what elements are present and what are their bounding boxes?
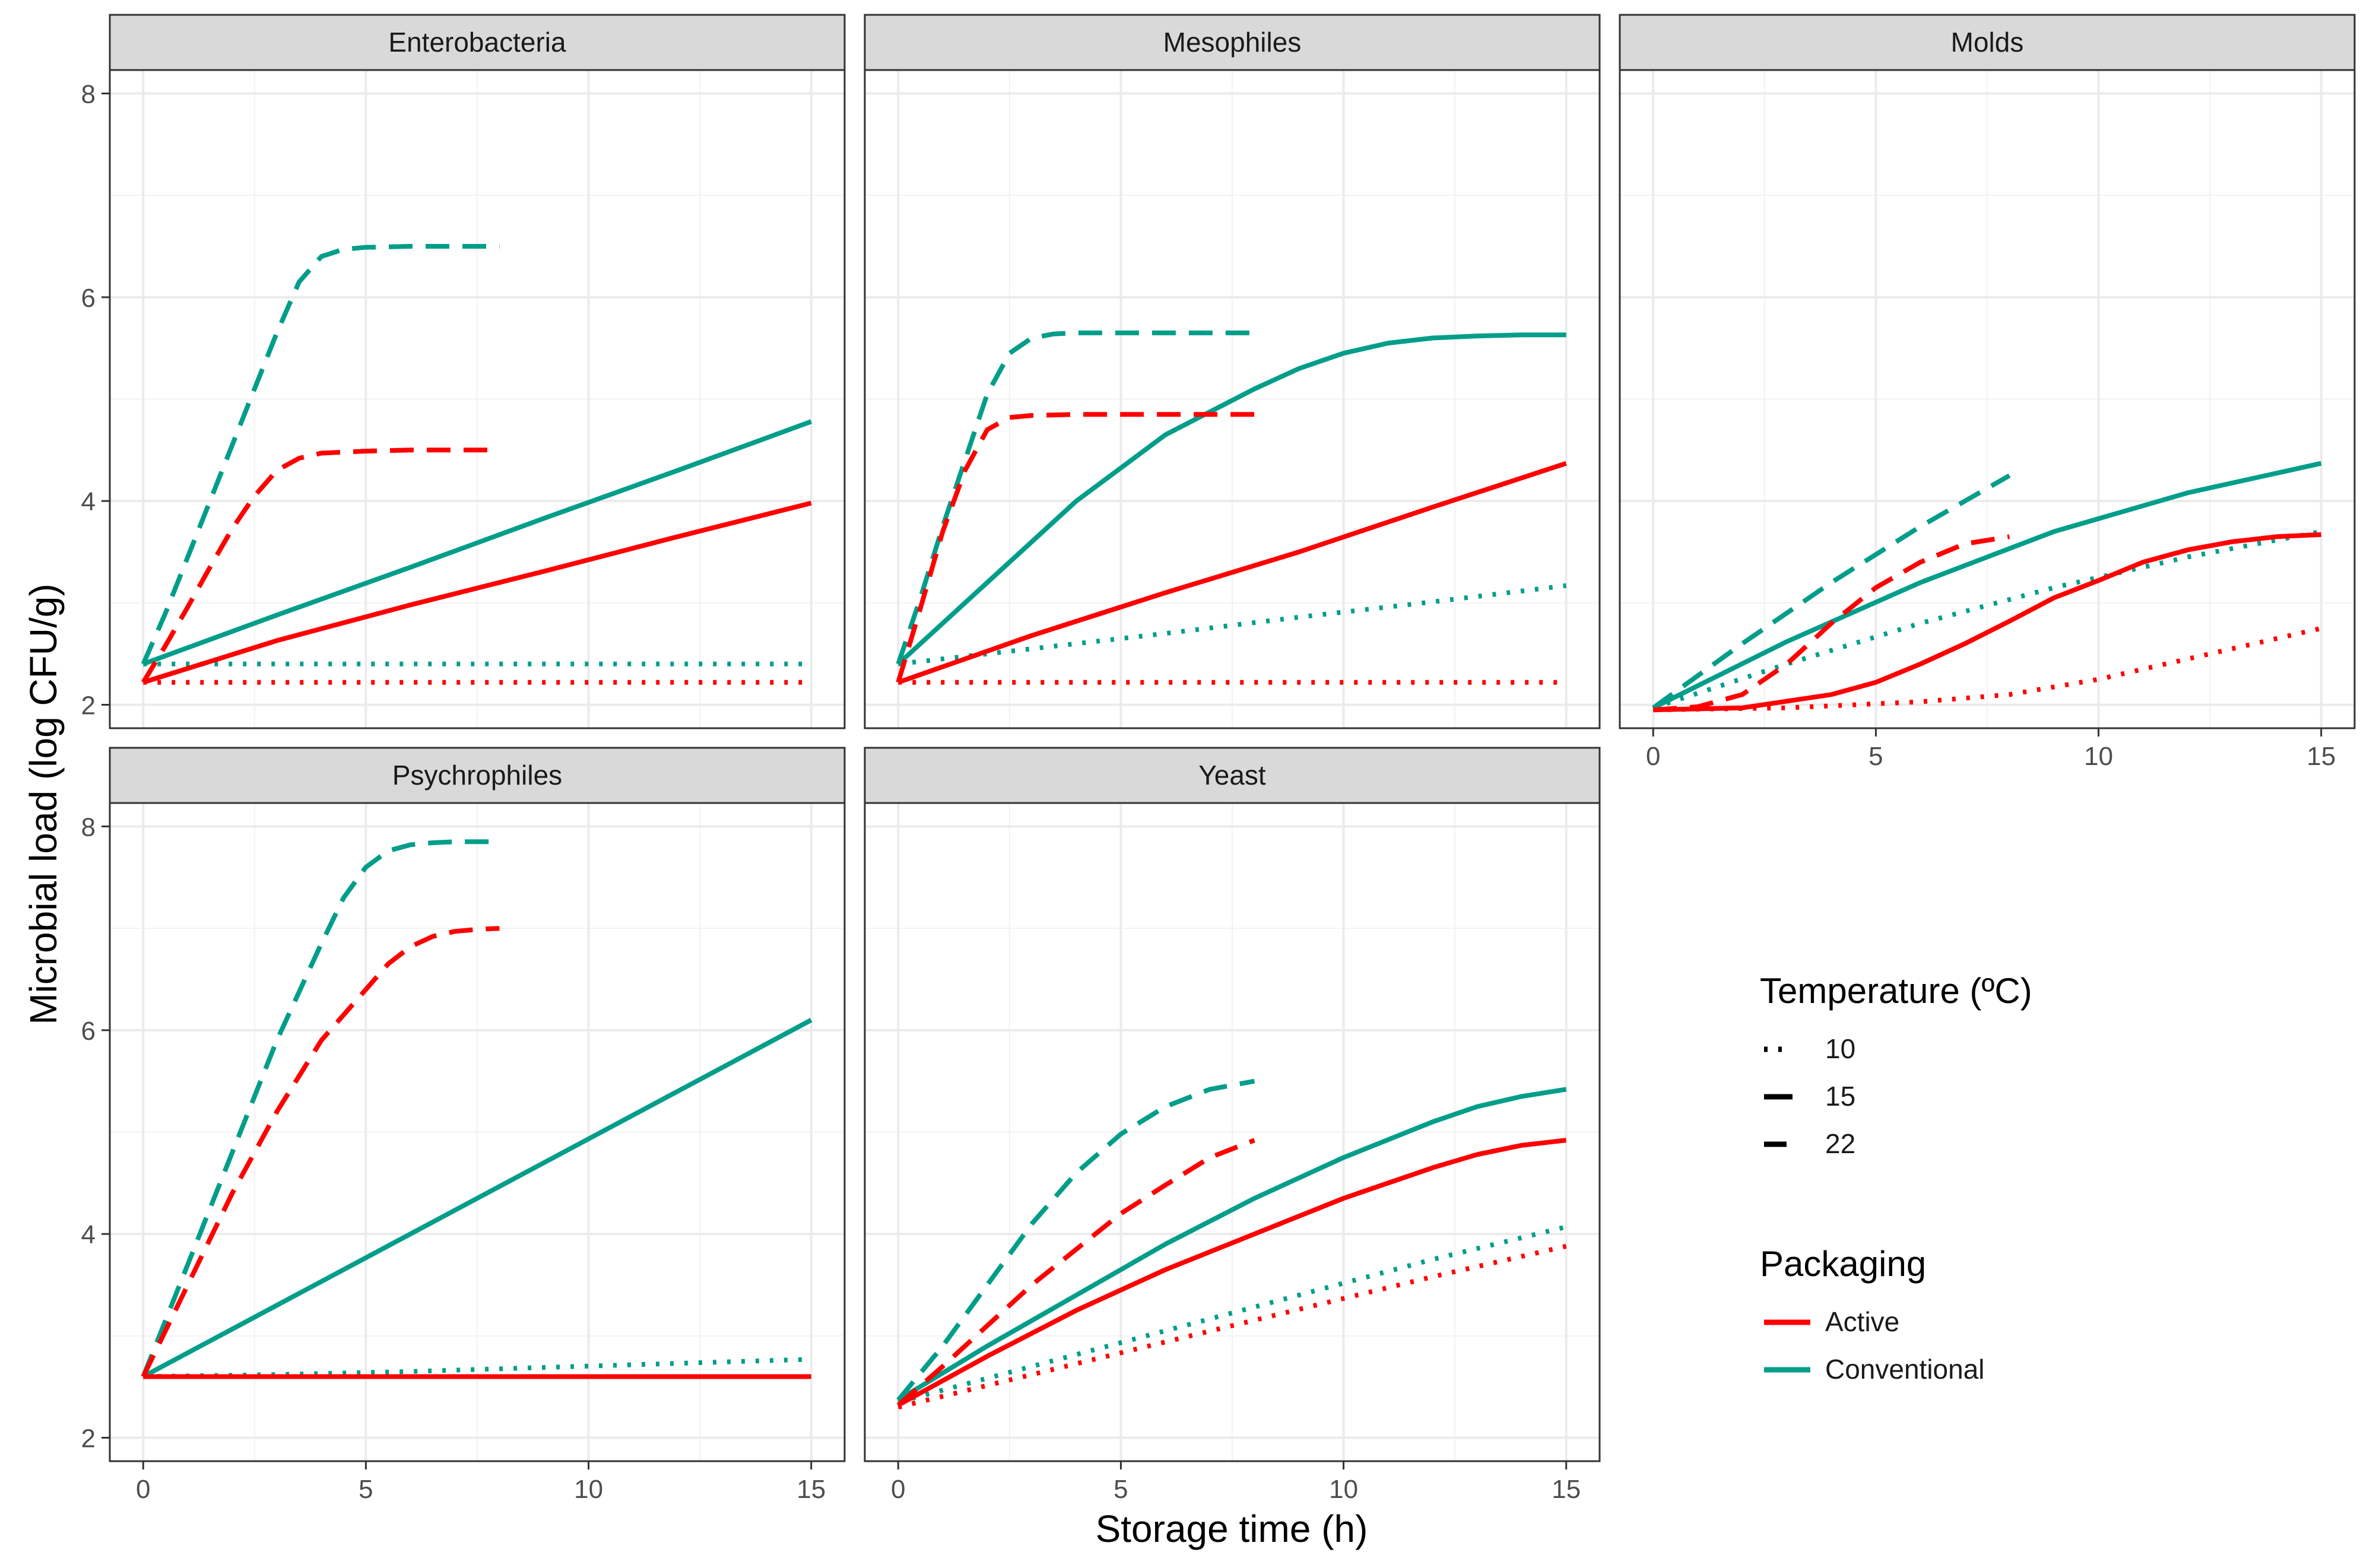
facet-strip-enterobacteria [109,14,846,71]
facet-yeast: Yeast 0 5 10 15 [864,747,1601,1504]
panel-border-molds [1619,69,2356,729]
series-line-mesophiles-active-22 [896,412,1255,683]
facet-title-yeast: Yeast [1198,760,1266,791]
series-line-yeast-conventional-22 [896,1078,1255,1402]
legend-temperature-item-22: 22 [1825,1128,1855,1159]
legend-temperature-item-15: 15 [1825,1081,1855,1112]
x-tick-label: 15 [2307,742,2336,771]
x-tick-label: 15 [797,1475,826,1504]
series-line-enterobacteria-active-22 [141,447,500,684]
x-tick-label: 0 [1646,742,1660,771]
series-line-enterobacteria-active-15 [142,500,812,685]
legend-temperature-item-10: 10 [1825,1033,1855,1064]
y-tick-label: 6 [81,1017,96,1046]
series-line-mesophiles-conventional-22 [896,330,1255,665]
y-tick-label: 8 [81,812,96,842]
y-axis-title: Microbial load (log CFU/g) [22,583,65,1024]
series-line-psychrophiles-conventional-10 [143,1357,811,1379]
x-tick-label: 0 [136,1475,150,1504]
y-tick-label: 2 [81,1424,96,1453]
legend-temperature-title: Temperature (ºC) [1760,971,2032,1011]
panel-border-enterobacteria [109,69,846,729]
legend-packaging-item-conventional: Conventional [1825,1354,1985,1385]
facet-title-mesophiles: Mesophiles [1163,27,1302,58]
series-line-yeast-active-22 [896,1138,1255,1407]
facet-strip-mesophiles [864,14,1601,71]
series-line-yeast-active-10 [897,1243,1567,1410]
facet-molds: Molds 0 5 10 15 [1619,14,2356,771]
x-tick-label: 10 [2084,742,2113,771]
legend-packaging-title: Packaging [1760,1244,1926,1284]
facet-enterobacteria: Enterobacteria 2 4 6 8 [81,14,846,729]
panel-border-psychrophiles [109,802,846,1462]
x-tick-label: 10 [574,1475,603,1504]
facet-mesophiles: Mesophiles [864,14,1601,729]
x-tick-label: 5 [1113,1475,1128,1504]
facet-title-molds: Molds [1951,27,2024,58]
series-line-enterobacteria-conventional-22 [141,244,500,665]
series-line-psychrophiles-conventional-15 [142,1018,813,1379]
y-tick-label: 2 [81,691,96,720]
series-line-molds-conventional-15 [1652,461,2322,710]
x-tick-label: 10 [1329,1475,1358,1504]
series-line-psychrophiles-conventional-22 [141,839,500,1377]
y-tick-label: 8 [81,80,96,109]
series-line-molds-active-15 [1653,532,2321,713]
series-line-mesophiles-active-15 [897,461,1567,685]
facet-title-psychrophiles: Psychrophiles [392,760,562,791]
x-axis-title: Storage time (h) [1096,1507,1368,1550]
facet-strip-molds [1619,14,2356,71]
y-tick-label: 6 [81,284,96,313]
series-line-psychrophiles-active-22 [141,926,500,1378]
x-tick-label: 5 [1868,742,1883,771]
series-line-yeast-conventional-15 [897,1087,1567,1402]
facet-strip-psychrophiles [109,747,846,804]
series-line-yeast-active-15 [897,1138,1567,1408]
facet-psychrophiles: Psychrophiles 2 4 6 8 0 5 10 15 [81,747,846,1504]
panel-border-mesophiles [864,69,1601,729]
legend: Temperature (ºC) 10 15 22 Packaging Acti… [1760,971,2032,1385]
series-line-molds-active-10 [1653,626,2322,713]
panel-border-yeast [864,802,1601,1462]
series-line-molds-conventional-10 [1652,529,2322,710]
facet-title-enterobacteria: Enterobacteria [388,27,566,58]
x-tick-label: 5 [359,1475,373,1504]
series-line-enterobacteria-conventional-15 [142,419,813,666]
y-tick-label: 4 [81,487,96,516]
y-tick-label: 4 [81,1220,96,1249]
legend-packaging-item-active: Active [1825,1306,1899,1337]
x-tick-label: 15 [1552,1475,1581,1504]
series-line-molds-active-22 [1653,534,2010,713]
x-tick-label: 0 [891,1475,905,1504]
series-line-mesophiles-conventional-15 [896,332,1566,666]
facet-strip-yeast [864,747,1601,804]
series-line-yeast-conventional-10 [897,1224,1567,1405]
